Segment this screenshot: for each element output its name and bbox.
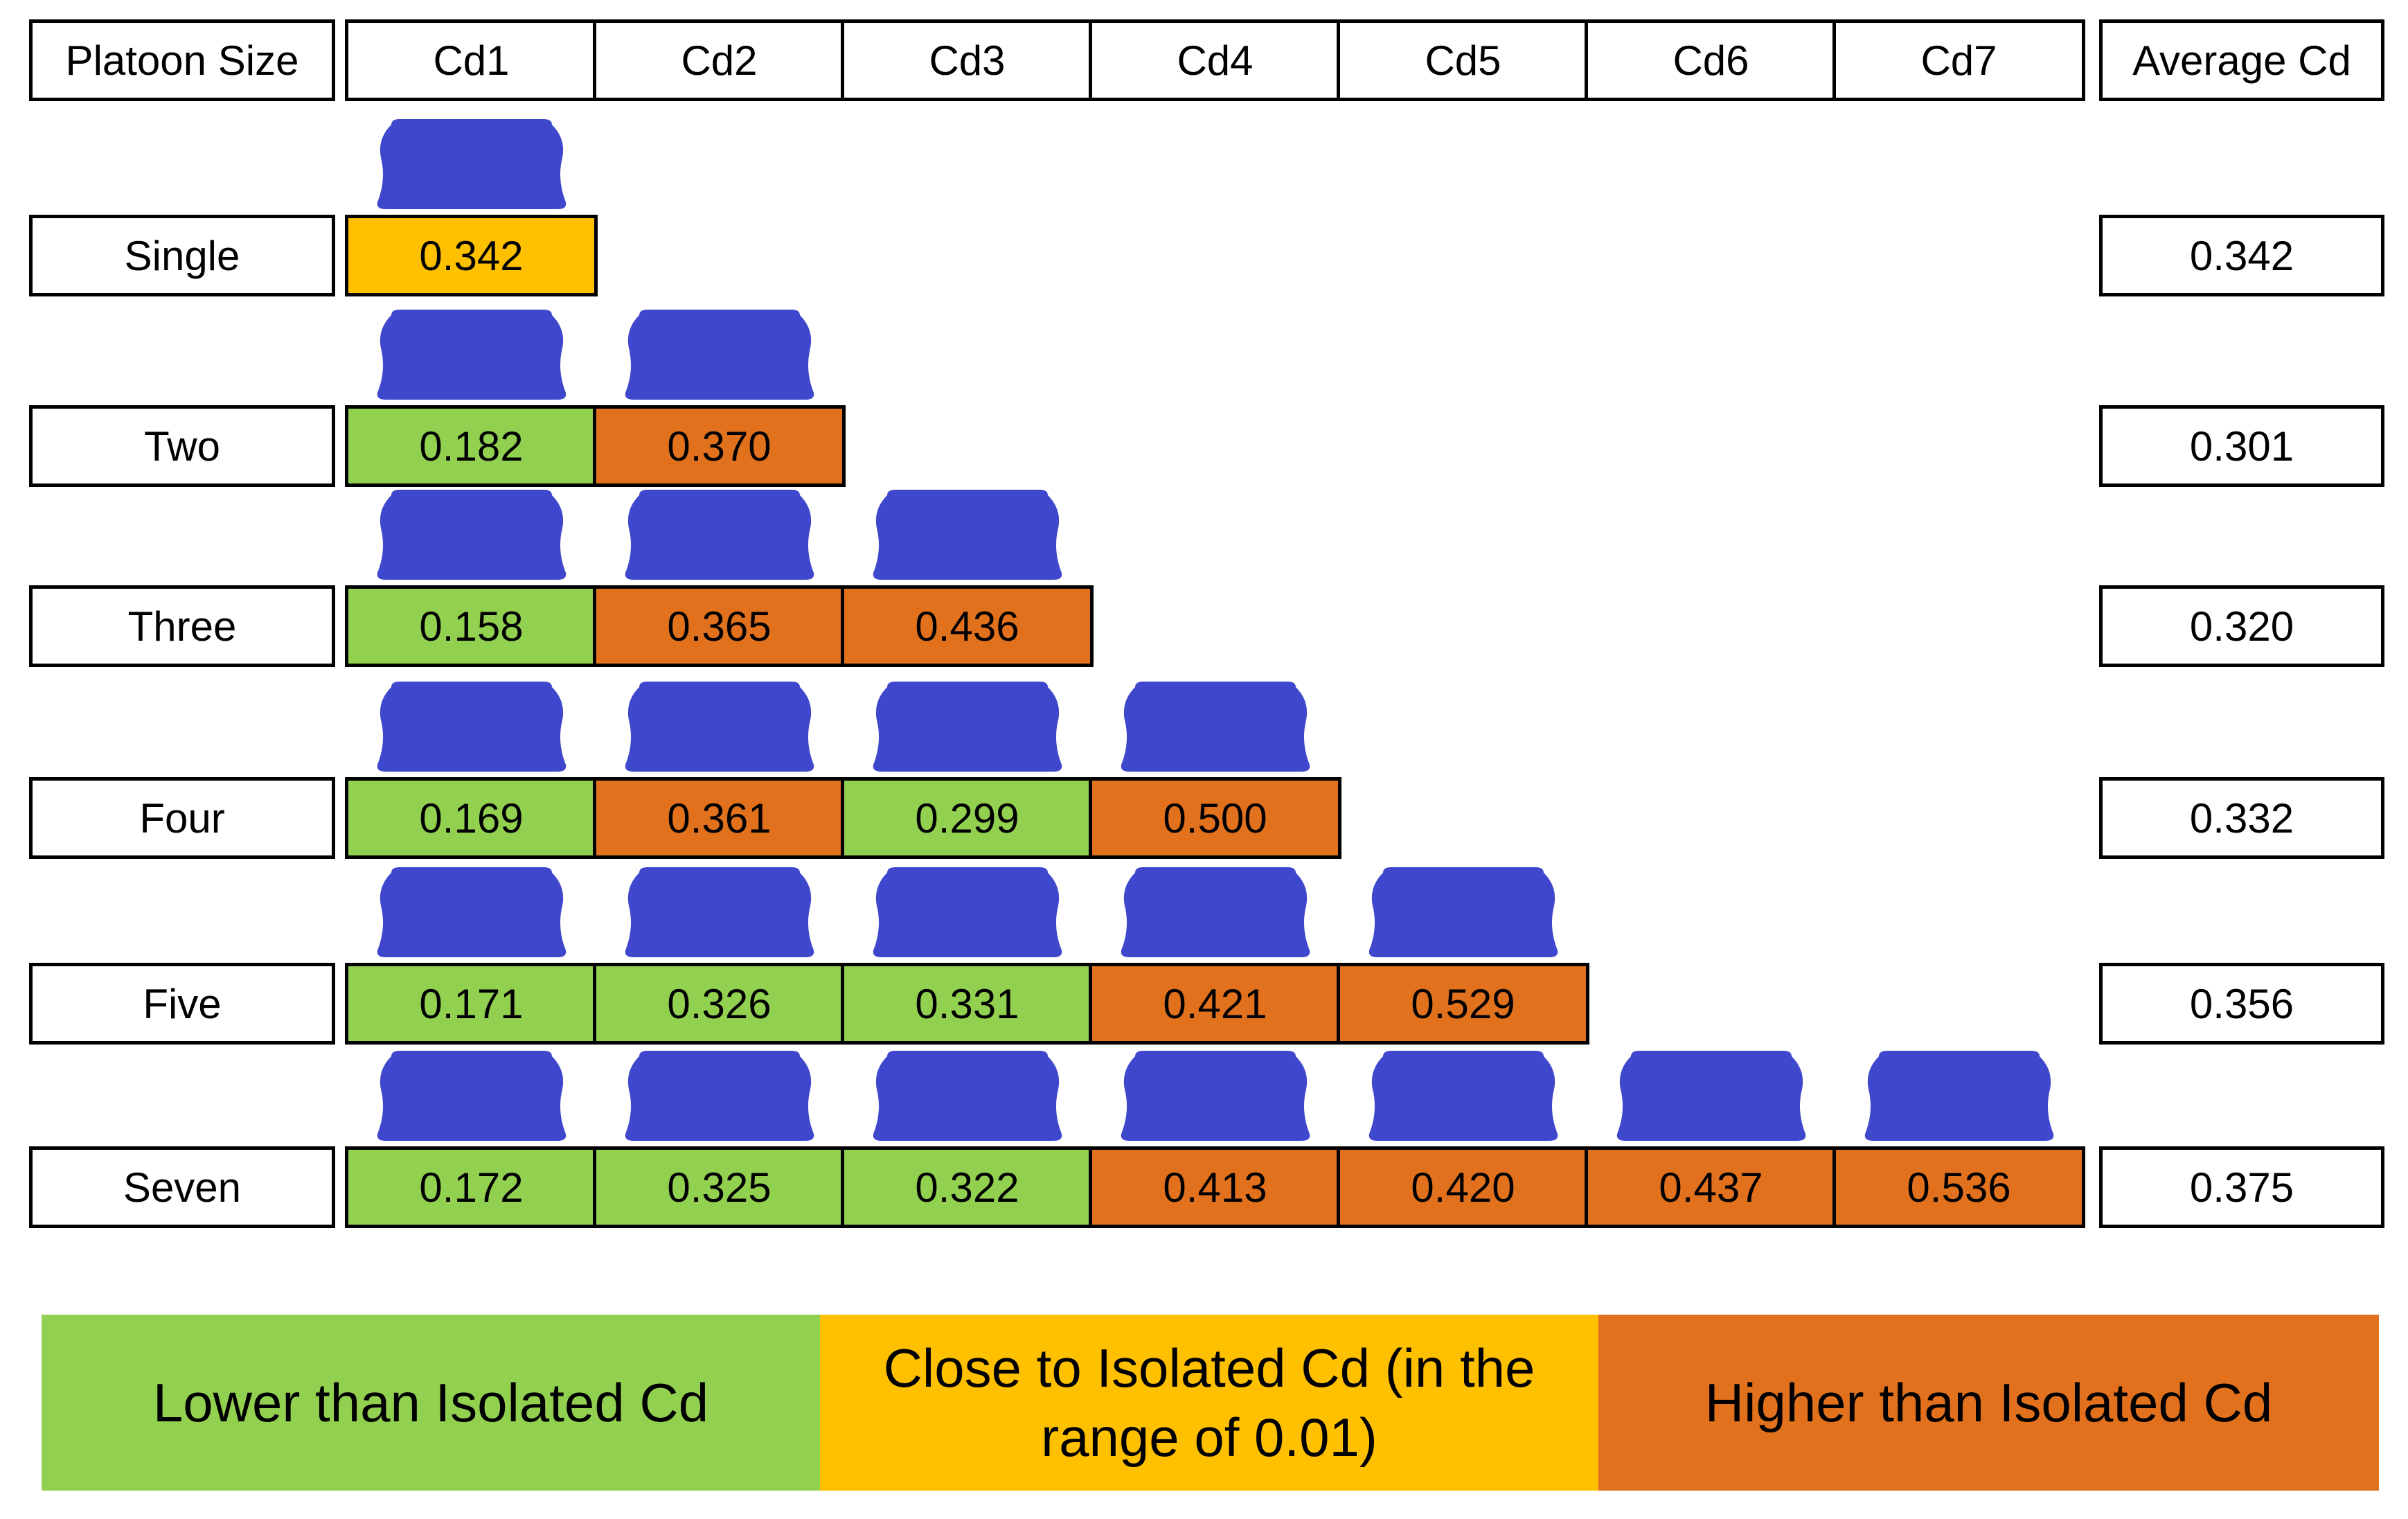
truck-icon [376, 867, 567, 957]
truck-icon [872, 867, 1063, 957]
row-label-two: Two [29, 405, 335, 487]
cd-value-cell: 0.437 [1585, 1146, 1837, 1228]
truck-icon [624, 1051, 815, 1141]
truck-icon [1120, 682, 1311, 772]
truck-icon [1368, 1051, 1559, 1141]
row-label-five: Five [29, 963, 335, 1045]
cd-value-cell: 0.171 [345, 963, 598, 1045]
cd-value-cell: 0.169 [345, 777, 598, 859]
cd-value-cell: 0.421 [1089, 963, 1341, 1045]
average-cd-value: 0.356 [2099, 963, 2384, 1045]
cd-value-cell: 0.536 [1832, 1146, 2085, 1228]
cd-value-cell: 0.331 [841, 963, 1094, 1045]
cd-value-cell: 0.299 [841, 777, 1094, 859]
truck-icon [376, 119, 567, 209]
legend-lower: Lower than Isolated Cd [42, 1315, 820, 1491]
truck-icon [376, 682, 567, 772]
header-cd6: Cd6 [1585, 19, 1837, 101]
legend-close: Close to Isolated Cd (in the range of 0.… [820, 1315, 1598, 1491]
truck-icon [1616, 1051, 1807, 1141]
cd-value-cell: 0.325 [593, 1146, 846, 1228]
row-label-three: Three [29, 585, 335, 667]
truck-icon [1120, 1051, 1311, 1141]
legend-higher: Higher than Isolated Cd [1598, 1315, 2379, 1491]
cd-value-cell: 0.326 [593, 963, 846, 1045]
header-platoon-size: Platoon Size [29, 19, 335, 101]
truck-icon [1864, 1051, 2055, 1141]
row-label-seven: Seven [29, 1146, 335, 1228]
cd-value-cell: 0.500 [1089, 777, 1341, 859]
truck-icon [624, 682, 815, 772]
cd-value-cell: 0.361 [593, 777, 846, 859]
header-cd1: Cd1 [345, 19, 598, 101]
truck-icon [1368, 867, 1559, 957]
cd-value-cell: 0.420 [1337, 1146, 1589, 1228]
cd-value-cell: 0.370 [593, 405, 846, 487]
header-cd5: Cd5 [1337, 19, 1589, 101]
truck-icon [376, 490, 567, 580]
cd-value-cell: 0.182 [345, 405, 598, 487]
average-cd-value: 0.301 [2099, 405, 2384, 487]
average-cd-value: 0.332 [2099, 777, 2384, 859]
cd-value-cell: 0.342 [345, 215, 598, 296]
cd-value-cell: 0.413 [1089, 1146, 1341, 1228]
cd-value-cell: 0.436 [841, 585, 1094, 667]
truck-icon [376, 310, 567, 400]
truck-icon [872, 682, 1063, 772]
truck-icon [1120, 867, 1311, 957]
cd-value-cell: 0.172 [345, 1146, 598, 1228]
header-cd3: Cd3 [841, 19, 1094, 101]
cd-value-cell: 0.365 [593, 585, 846, 667]
row-label-four: Four [29, 777, 335, 859]
truck-icon [376, 1051, 567, 1141]
average-cd-value: 0.320 [2099, 585, 2384, 667]
truck-icon [872, 490, 1063, 580]
cd-value-cell: 0.529 [1337, 963, 1589, 1045]
truck-icon [624, 490, 815, 580]
row-label-single: Single [29, 215, 335, 296]
header-cd2: Cd2 [593, 19, 846, 101]
truck-icon [872, 1051, 1063, 1141]
header-average-cd: Average Cd [2099, 19, 2384, 101]
cd-value-cell: 0.158 [345, 585, 598, 667]
average-cd-value: 0.342 [2099, 215, 2384, 296]
cd-value-cell: 0.322 [841, 1146, 1094, 1228]
average-cd-value: 0.375 [2099, 1146, 2384, 1228]
header-cd4: Cd4 [1089, 19, 1341, 101]
truck-icon [624, 310, 815, 400]
header-cd7: Cd7 [1832, 19, 2085, 101]
truck-icon [624, 867, 815, 957]
